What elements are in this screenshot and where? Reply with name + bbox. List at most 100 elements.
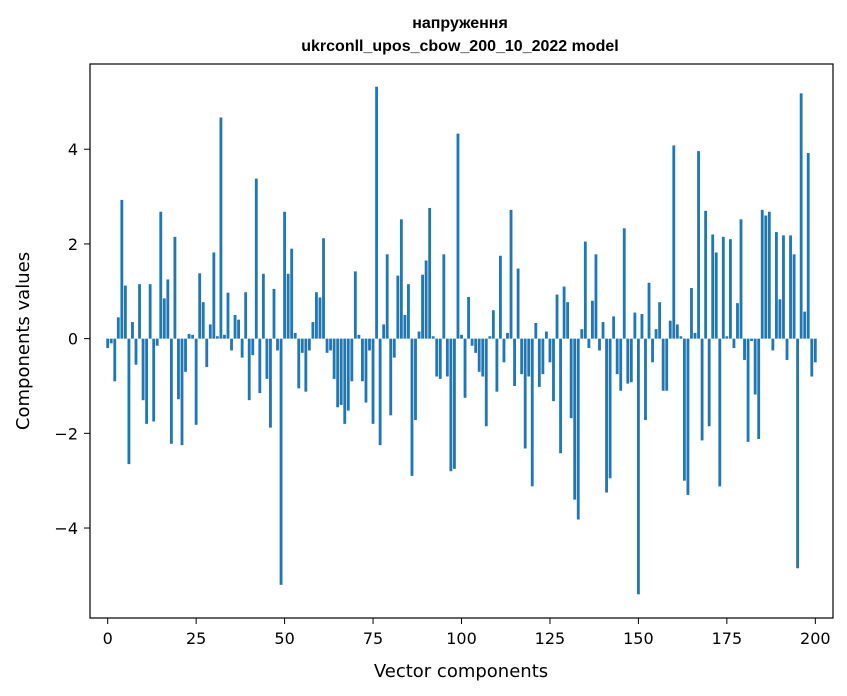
bar-192 xyxy=(785,338,789,360)
bar-156 xyxy=(658,302,662,339)
bar-178 xyxy=(736,303,739,339)
bar-13 xyxy=(152,338,156,422)
y-tick-label: 0 xyxy=(68,330,78,349)
bar-136 xyxy=(587,338,591,349)
bar-158 xyxy=(665,338,669,391)
bar-102 xyxy=(467,296,470,339)
x-tick-label: 175 xyxy=(712,629,743,648)
bar-34 xyxy=(226,292,230,339)
bar-139 xyxy=(598,338,601,351)
bar-195 xyxy=(796,338,800,569)
bar-71 xyxy=(357,334,361,339)
bar-86 xyxy=(410,338,414,476)
bar-143 xyxy=(612,316,616,339)
chart-title: напруження xyxy=(412,15,508,32)
bar-100 xyxy=(460,334,463,339)
y-tick-label: 4 xyxy=(68,140,78,159)
bar-53 xyxy=(293,332,297,339)
y-axis: −4 −2 0 2 4 xyxy=(54,140,90,538)
bar-39 xyxy=(244,292,248,339)
bar-95 xyxy=(442,254,446,339)
bar-162 xyxy=(679,336,683,339)
bar-11 xyxy=(145,338,149,424)
bar-37 xyxy=(237,319,241,339)
bar-2 xyxy=(113,338,117,382)
bar-76 xyxy=(375,86,378,339)
bar-93 xyxy=(435,338,439,377)
bar-141 xyxy=(605,338,608,493)
bar-200 xyxy=(813,338,817,363)
bar-117 xyxy=(520,338,524,375)
bar-106 xyxy=(481,338,485,377)
bar-199 xyxy=(810,338,814,377)
bar-81 xyxy=(392,338,396,358)
bar-69 xyxy=(350,338,354,382)
bar-113 xyxy=(506,332,509,339)
bar-99 xyxy=(456,133,460,339)
bar-187 xyxy=(767,211,771,339)
bar-133 xyxy=(576,338,580,520)
bar-6 xyxy=(127,338,131,465)
bar-196 xyxy=(799,93,803,339)
bar-35 xyxy=(230,338,233,351)
x-tick-label: 200 xyxy=(800,629,831,648)
bar-173 xyxy=(718,338,722,487)
bar-101 xyxy=(463,338,467,398)
bar-91 xyxy=(428,207,432,339)
bar-185 xyxy=(760,209,764,339)
bar-154 xyxy=(651,338,654,363)
x-tick-label: 0 xyxy=(103,629,113,648)
bar-25 xyxy=(194,338,198,425)
bar-128 xyxy=(559,338,562,454)
bar-122 xyxy=(537,338,541,387)
bar-14 xyxy=(155,338,159,346)
x-axis-label: Vector components xyxy=(374,661,548,682)
x-axis: 0 25 50 75 100 125 150 175 200 xyxy=(103,618,831,648)
bar-194 xyxy=(792,254,796,339)
bar-75 xyxy=(371,338,375,424)
bar-36 xyxy=(233,314,237,339)
bar-18 xyxy=(169,338,173,444)
bar-24 xyxy=(191,334,195,339)
bar-66 xyxy=(339,338,343,405)
bar-89 xyxy=(421,274,424,339)
bar-5 xyxy=(123,285,127,339)
bar-179 xyxy=(739,219,743,339)
bar-90 xyxy=(424,260,428,339)
bar-159 xyxy=(668,320,672,339)
bar-105 xyxy=(477,338,481,372)
bar-17 xyxy=(166,279,170,339)
bar-157 xyxy=(661,338,665,391)
bar-184 xyxy=(757,338,761,440)
bar-129 xyxy=(562,286,566,339)
bar-142 xyxy=(608,338,612,479)
bar-123 xyxy=(541,338,545,375)
bar-28 xyxy=(205,338,209,368)
bar-124 xyxy=(545,331,548,339)
bar-138 xyxy=(594,254,598,339)
bar-80 xyxy=(389,338,393,416)
bar-47 xyxy=(272,288,276,339)
bar-109 xyxy=(491,310,495,339)
bar-78 xyxy=(382,324,386,339)
bar-104 xyxy=(474,338,478,353)
bar-130 xyxy=(566,302,570,339)
bar-132 xyxy=(573,338,577,500)
bar-96 xyxy=(445,338,449,377)
bar-94 xyxy=(438,338,442,379)
bar-22 xyxy=(184,338,187,372)
bar-181 xyxy=(746,338,750,442)
bar-125 xyxy=(548,338,552,363)
bar-186 xyxy=(764,215,768,339)
bar-41 xyxy=(251,338,255,356)
bar-59 xyxy=(315,292,318,339)
bar-180 xyxy=(743,338,746,360)
bar-88 xyxy=(417,331,421,339)
bar-172 xyxy=(714,252,718,339)
bar-44 xyxy=(261,273,265,339)
bar-68 xyxy=(346,338,350,411)
bar-10 xyxy=(141,338,145,401)
bar-114 xyxy=(509,209,513,339)
bar-97 xyxy=(449,338,453,472)
bar-73 xyxy=(364,338,368,403)
